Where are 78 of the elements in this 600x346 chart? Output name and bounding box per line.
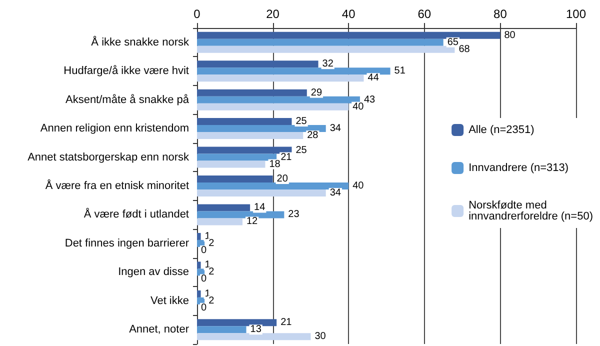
y-tick-label: Hudfarge/å ikke være hvit bbox=[64, 65, 189, 78]
y-tick-label: Ingen av disse bbox=[118, 266, 189, 278]
bar bbox=[197, 211, 284, 218]
y-tick-label: Vet ikke bbox=[150, 294, 189, 307]
data-label: 30 bbox=[314, 331, 326, 342]
x-tick-label: 40 bbox=[342, 7, 356, 21]
data-label: 34 bbox=[330, 188, 342, 198]
bar bbox=[197, 60, 318, 68]
data-label: 21 bbox=[280, 317, 292, 328]
bar bbox=[197, 74, 364, 82]
bar bbox=[197, 89, 307, 96]
bar bbox=[197, 68, 390, 75]
y-tick-label: Annet, noter bbox=[129, 324, 190, 336]
data-label: 1 bbox=[204, 260, 211, 271]
data-label: 25 bbox=[296, 116, 308, 128]
y-tick-label: Å være fra en etnisk minoritet bbox=[45, 179, 189, 192]
bar bbox=[197, 319, 277, 326]
data-label: 65 bbox=[447, 36, 459, 48]
bar bbox=[197, 182, 349, 190]
bar bbox=[197, 190, 326, 196]
data-label: 23 bbox=[288, 209, 300, 220]
y-tick-label: Aksent/måte å snakke på bbox=[65, 94, 190, 106]
bar bbox=[197, 290, 201, 298]
data-label: 34 bbox=[330, 123, 342, 134]
data-label: 2 bbox=[208, 238, 215, 249]
data-label: 21 bbox=[280, 152, 292, 163]
data-label: 68 bbox=[458, 44, 470, 55]
data-label: 0 bbox=[201, 302, 207, 314]
y-tick-label: Å være født i utlandet bbox=[84, 208, 189, 221]
bar bbox=[197, 204, 250, 212]
data-label: 80 bbox=[504, 30, 516, 41]
bar bbox=[197, 96, 360, 104]
bar bbox=[197, 333, 311, 340]
data-label: 25 bbox=[296, 144, 308, 156]
x-tick-label: 20 bbox=[266, 7, 280, 21]
bar bbox=[197, 326, 246, 334]
bar bbox=[197, 118, 292, 126]
data-label: 51 bbox=[394, 66, 406, 77]
data-label: 29 bbox=[310, 87, 322, 98]
bar bbox=[197, 32, 500, 39]
y-tick-label: Det finnes ingen barrierer bbox=[64, 237, 190, 250]
data-label: 20 bbox=[276, 174, 288, 184]
data-label: 32 bbox=[322, 58, 334, 70]
data-label: 0 bbox=[201, 274, 207, 285]
data-label: 13 bbox=[250, 324, 262, 336]
data-label: 43 bbox=[364, 94, 376, 106]
x-tick-label: 100 bbox=[566, 7, 586, 21]
data-label: 14 bbox=[254, 202, 266, 214]
bar bbox=[197, 125, 326, 132]
data-label: 18 bbox=[269, 158, 281, 170]
bar bbox=[197, 218, 242, 226]
legend-label: Norskfødte med innvandrerforeldre (n=50) bbox=[468, 200, 594, 222]
y-tick-label: Annen religion enn kristendom bbox=[40, 122, 189, 135]
data-label: 40 bbox=[352, 101, 364, 112]
data-label: 40 bbox=[352, 180, 364, 192]
legend-label: Innvandrere (n=313) bbox=[468, 162, 569, 174]
bar bbox=[197, 176, 273, 182]
data-label: 0 bbox=[201, 244, 207, 256]
bar bbox=[197, 38, 444, 46]
bar bbox=[197, 132, 304, 140]
legend-label: Alle (n=2351) bbox=[468, 124, 534, 136]
data-label: 28 bbox=[307, 130, 319, 142]
bar bbox=[197, 232, 201, 240]
y-tick-label: Å ikke snakke norsk bbox=[91, 35, 190, 48]
data-label: 12 bbox=[246, 216, 258, 228]
bar bbox=[197, 146, 292, 154]
x-tick-label: 80 bbox=[494, 7, 508, 21]
y-tick-label: Annet statsborgerskap enn norsk bbox=[28, 151, 190, 164]
data-label: 44 bbox=[368, 72, 380, 84]
bar bbox=[197, 160, 266, 168]
data-label: 2 bbox=[208, 266, 215, 278]
x-tick-label: 0 bbox=[194, 7, 201, 21]
x-tick-label: 60 bbox=[418, 7, 432, 21]
bar bbox=[197, 154, 277, 161]
bar bbox=[197, 262, 201, 269]
bar bbox=[197, 103, 349, 110]
bar bbox=[197, 46, 455, 53]
data-label: 2 bbox=[208, 295, 215, 306]
